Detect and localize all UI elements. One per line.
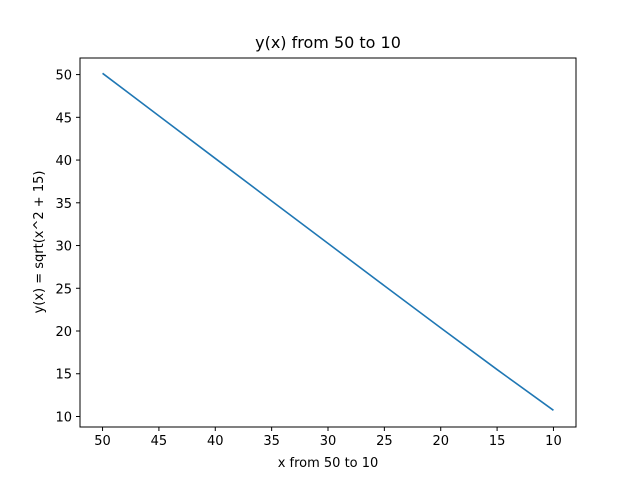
y-tick-label: 50 xyxy=(55,69,72,84)
y-tick-label: 45 xyxy=(55,111,72,126)
y-axis-label: y(x) = sqrt(x^2 + 15) xyxy=(32,171,47,314)
x-tick-label: 50 xyxy=(94,434,111,449)
y-tick-label: 10 xyxy=(55,410,72,425)
chart-title: y(x) from 50 to 10 xyxy=(255,33,401,52)
plot-frame xyxy=(79,57,577,428)
x-tick-label: 15 xyxy=(489,434,506,449)
series-layer xyxy=(102,72,554,411)
y-tick-label: 15 xyxy=(55,368,72,383)
x-tick-label: 45 xyxy=(151,434,168,449)
x-tick-label: 20 xyxy=(432,434,449,449)
x-tick-label: 25 xyxy=(376,434,393,449)
x-tick-label: 40 xyxy=(207,434,224,449)
x-axis-label: x from 50 to 10 xyxy=(278,456,379,471)
x-axis-ticks: 50 45 40 35 30 25 20 15 10 xyxy=(94,427,562,449)
y-tick-label: 40 xyxy=(55,154,72,169)
y-tick-label: 30 xyxy=(55,240,72,255)
x-tick-label: 35 xyxy=(263,434,280,449)
x-tick-label: 30 xyxy=(320,434,337,449)
y-axis-ticks: 10 15 20 25 30 35 40 45 50 xyxy=(55,69,80,425)
y-tick-label: 35 xyxy=(55,197,72,212)
y-tick-label: 25 xyxy=(55,282,72,297)
series-line xyxy=(102,72,554,411)
x-tick-label: 10 xyxy=(545,434,562,449)
y-tick-label: 20 xyxy=(55,325,72,340)
